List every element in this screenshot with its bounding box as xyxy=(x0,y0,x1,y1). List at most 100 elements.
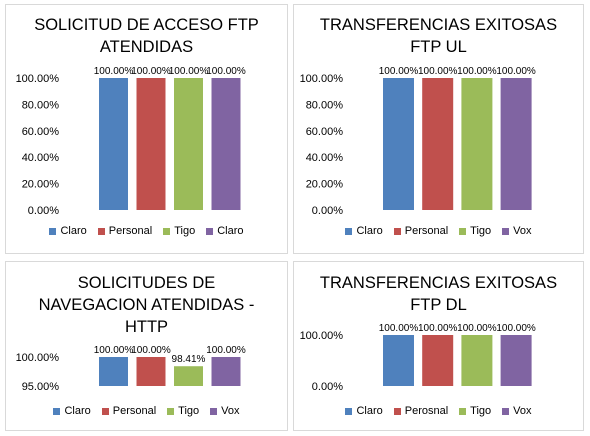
legend-swatch xyxy=(206,227,214,235)
legend-swatch xyxy=(502,407,510,415)
legend-item: Personal xyxy=(393,225,449,237)
legend-item: Vox xyxy=(502,405,532,417)
bar-claro xyxy=(383,335,414,386)
legend-label: Tigo xyxy=(470,225,492,237)
legend-label: Claro xyxy=(356,225,383,237)
legend-item: Tigo xyxy=(459,225,491,237)
legend-item: Claro xyxy=(53,405,91,417)
bar-vox xyxy=(500,335,532,386)
chart-title: SOLICITUD DE ACCESO FTP ATENDIDAS xyxy=(34,16,259,56)
y-tick-label: 20.00% xyxy=(306,179,344,191)
legend-label: Claro xyxy=(217,225,244,237)
bar-vox xyxy=(500,78,532,210)
legend-swatch xyxy=(345,227,353,235)
y-tick-label: 60.00% xyxy=(306,126,344,138)
y-tick-label: 100.00% xyxy=(300,330,344,342)
legend-label: Tigo xyxy=(178,405,200,417)
bar-tigo xyxy=(461,335,493,386)
data-label: 100.00% xyxy=(379,66,419,77)
bar-claro xyxy=(99,78,128,210)
chart-title: SOLICITUDES DE NAVEGACION ATENDIDAS - HT… xyxy=(38,274,255,336)
legend-label: Personal xyxy=(108,225,153,237)
legend-item: Perosnal xyxy=(393,405,448,417)
legend-label: Tigo xyxy=(470,405,492,417)
y-tick-label: 0.00% xyxy=(28,205,59,217)
legend-label: Personal xyxy=(112,405,157,417)
legend-label: Personal xyxy=(404,225,449,237)
bar-personal xyxy=(136,357,166,386)
data-label: 100.00% xyxy=(94,345,134,356)
y-tick-label: 100.00% xyxy=(16,73,60,85)
y-tick-label: 20.00% xyxy=(22,179,60,191)
legend-label: Claro xyxy=(64,405,91,417)
legend-swatch xyxy=(101,407,109,415)
chart-legend: Claro Personal Tigo Vox xyxy=(294,225,583,237)
chart-legend: Claro Personal Tigo Vox xyxy=(6,405,287,417)
chart-panel-http: SOLICITUDES DE NAVEGACION ATENDIDAS - HT… xyxy=(5,261,288,431)
y-tick-label: 100.00% xyxy=(300,73,344,85)
chart-title: TRANSFERENCIAS EXITOSAS FTP DL xyxy=(319,274,558,314)
bar-tigo xyxy=(174,78,203,210)
bar-perosnal xyxy=(422,335,454,386)
bar-claro xyxy=(99,357,128,386)
data-label: 100.00% xyxy=(206,66,246,77)
chart-panel-ftp-access: SOLICITUD DE ACCESO FTP ATENDIDAS 0.00% 2… xyxy=(5,4,288,254)
chart-plot: 95.00%100.00%100.00%100.00%98.41%100.00% xyxy=(16,345,246,393)
legend-swatch xyxy=(97,227,105,235)
chart-panel-ftp-ul: TRANSFERENCIAS EXITOSAS FTP UL 0.00% 20.0… xyxy=(293,4,584,254)
data-label: 100.00% xyxy=(206,345,246,356)
data-label: 100.00% xyxy=(457,323,497,334)
legend-item: Tigo xyxy=(167,405,199,417)
chart-plot: 0.00%20.00%40.00%60.00%80.00%100.00%100.… xyxy=(300,66,536,217)
chart-plot: 0.00%20.00%40.00%60.00%80.00%100.00%100.… xyxy=(16,66,246,217)
legend-label: Tigo xyxy=(174,225,196,237)
legend-label: Claro xyxy=(60,225,87,237)
y-tick-label: 80.00% xyxy=(306,99,344,111)
legend-item: Vox xyxy=(210,405,240,417)
data-label: 100.00% xyxy=(496,66,536,77)
bar-claro xyxy=(383,78,414,210)
legend-item: Vox xyxy=(502,225,532,237)
bar-tigo xyxy=(174,366,203,386)
data-label: 100.00% xyxy=(457,66,497,77)
legend-item: Personal xyxy=(97,225,153,237)
legend-item: Tigo xyxy=(459,405,491,417)
data-label: 100.00% xyxy=(496,323,536,334)
legend-swatch xyxy=(210,407,218,415)
legend-swatch xyxy=(393,227,401,235)
data-label: 100.00% xyxy=(418,323,458,334)
bar-claro xyxy=(211,78,241,210)
legend-swatch xyxy=(502,227,510,235)
legend-swatch xyxy=(53,407,61,415)
data-label: 100.00% xyxy=(169,66,209,77)
legend-label: Vox xyxy=(513,225,532,237)
y-tick-label: 40.00% xyxy=(22,152,60,164)
data-label: 98.41% xyxy=(172,354,206,365)
bar-personal xyxy=(422,78,454,210)
legend-label: Claro xyxy=(356,405,383,417)
legend-label: Vox xyxy=(221,405,240,417)
legend-item: Claro xyxy=(345,405,383,417)
data-label: 100.00% xyxy=(379,323,419,334)
chart-panel-ftp-dl: TRANSFERENCIAS EXITOSAS FTP DL 0.00% 100.… xyxy=(293,261,584,431)
data-label: 100.00% xyxy=(131,345,171,356)
legend-item: Personal xyxy=(101,405,157,417)
bar-personal xyxy=(136,78,166,210)
y-tick-label: 80.00% xyxy=(22,99,60,111)
legend-swatch xyxy=(459,407,467,415)
y-tick-label: 95.00% xyxy=(22,381,60,393)
data-label: 100.00% xyxy=(94,66,134,77)
data-label: 100.00% xyxy=(418,66,458,77)
legend-swatch xyxy=(167,407,175,415)
legend-swatch xyxy=(49,227,57,235)
legend-item: Claro xyxy=(206,225,244,237)
y-tick-label: 0.00% xyxy=(312,205,343,217)
legend-swatch xyxy=(345,407,353,415)
chart-title: TRANSFERENCIAS EXITOSAS FTP UL xyxy=(319,16,558,56)
legend-label: Vox xyxy=(513,405,532,417)
bar-vox xyxy=(211,357,241,386)
y-tick-label: 0.00% xyxy=(312,381,343,393)
legend-swatch xyxy=(393,407,401,415)
legend-item: Claro xyxy=(345,225,383,237)
legend-item: Tigo xyxy=(163,225,195,237)
